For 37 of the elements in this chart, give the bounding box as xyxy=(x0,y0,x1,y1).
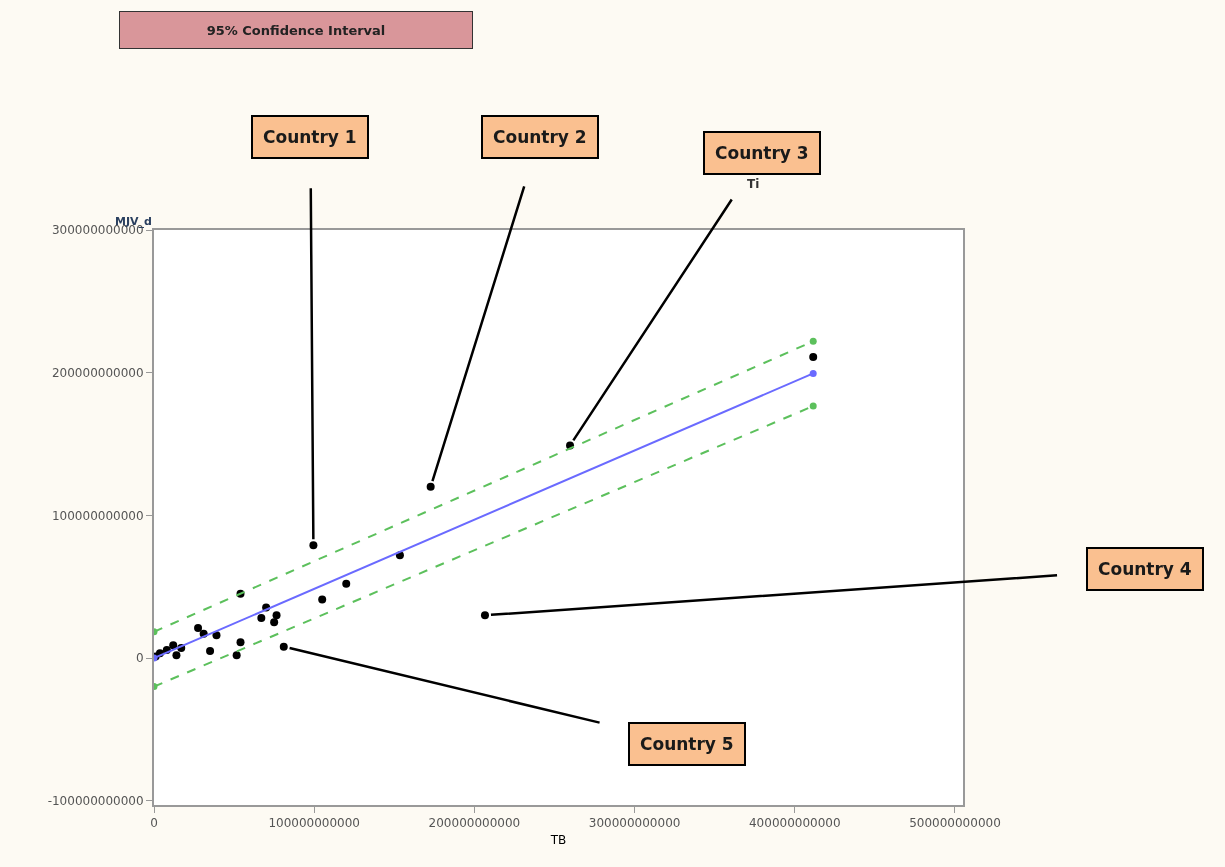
point xyxy=(194,624,203,633)
point xyxy=(309,541,318,550)
y-tick-label: 200000000000 xyxy=(51,365,144,380)
point xyxy=(257,614,266,623)
x-tick-label: 100000000000 xyxy=(268,816,361,831)
x-tick-label: 0 xyxy=(150,816,158,831)
annotation: Country 5 xyxy=(640,734,734,754)
point xyxy=(426,482,435,491)
y-tick-label: 100000000000 xyxy=(51,508,144,523)
annotation: Country 3 xyxy=(715,143,809,163)
point xyxy=(318,595,327,604)
point xyxy=(480,611,489,620)
point xyxy=(206,646,215,655)
point xyxy=(342,579,351,588)
x-tick-label: 200000000000 xyxy=(428,816,521,831)
x-tick-label: 300000000000 xyxy=(588,816,681,831)
point xyxy=(809,337,817,345)
point xyxy=(809,369,817,377)
x-tick-label: 500000000000 xyxy=(909,816,1001,831)
point xyxy=(809,352,818,361)
point xyxy=(270,618,279,627)
point xyxy=(272,611,281,620)
x-axis-title: TB xyxy=(549,832,567,847)
point xyxy=(279,642,288,651)
annotation: Country 1 xyxy=(263,127,357,147)
text: Ti xyxy=(747,177,760,191)
point xyxy=(232,651,241,660)
annotation: Country 2 xyxy=(493,127,587,147)
point xyxy=(236,638,245,647)
y-tick-label: -100000000000 xyxy=(47,793,144,808)
point xyxy=(172,651,181,660)
point xyxy=(809,402,817,410)
x-tick-label: 400000000000 xyxy=(748,816,841,831)
text: 95% Confidence Interval xyxy=(206,22,386,38)
point xyxy=(169,641,178,650)
y-tick-label: 0 xyxy=(135,651,144,666)
annotation: Country 4 xyxy=(1098,559,1192,579)
